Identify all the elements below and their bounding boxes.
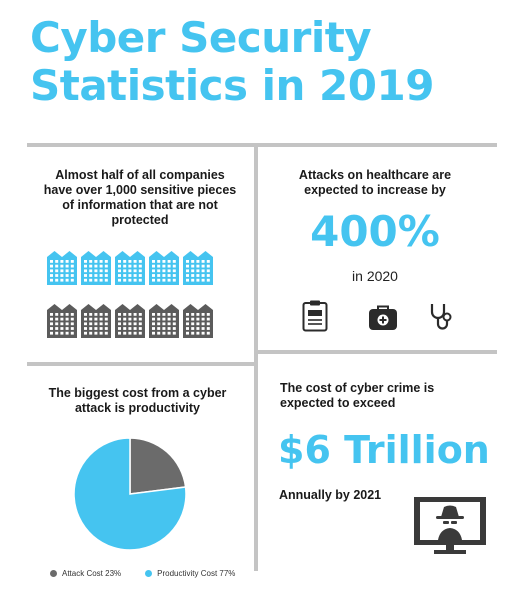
vertical-divider — [254, 147, 258, 571]
title-line-1: Cyber Security — [30, 13, 372, 62]
cybercrime-stat: $6 Trillion — [278, 428, 490, 472]
blue-building-icon — [47, 251, 77, 285]
pie-slice-productivity-cost — [73, 437, 187, 551]
legend-dot-attack — [50, 570, 57, 577]
companies-text: Almost half of all companies have over 1… — [43, 168, 237, 227]
cybercrime-subtext: Annually by 2021 — [279, 488, 382, 502]
page-title: Cyber Security Statistics in 2019 — [30, 14, 434, 110]
right-middle-divider — [258, 350, 497, 354]
healthcare-subtext: in 2020 — [352, 268, 398, 284]
healthcare-text: Attacks on healthcare are expected to in… — [298, 168, 452, 197]
cybercrime-text: The cost of cyber crime is expected to e… — [280, 381, 435, 410]
blue-building-icon — [149, 251, 179, 285]
hacker-monitor-icon — [414, 497, 486, 554]
gray-building-icon — [149, 304, 179, 338]
legend-dot-productivity — [145, 570, 153, 577]
productivity-text: The biggest cost from a cyber attack is … — [48, 386, 227, 415]
clipboard-icon — [302, 300, 328, 332]
pie-slice-attack-cost — [129, 437, 187, 495]
blue-building-icon — [183, 251, 213, 285]
stethoscope-icon — [430, 304, 452, 330]
medical-kit-icon — [369, 305, 397, 330]
gray-building-icon — [47, 304, 77, 338]
healthcare-stat: 400% — [310, 207, 440, 256]
pie-legend: Attack Cost 23% Productivity Cost 77% — [50, 569, 235, 578]
legend-label-attack: Attack Cost 23% — [62, 569, 122, 578]
top-divider — [27, 143, 497, 147]
pie-chart — [73, 437, 187, 551]
title-line-2: Statistics in 2019 — [30, 61, 434, 110]
blue-building-icon — [115, 251, 145, 285]
blue-building-icon — [81, 251, 111, 285]
left-middle-divider — [27, 362, 254, 366]
building-grid — [47, 251, 217, 339]
gray-building-icon — [81, 304, 111, 338]
gray-building-icon — [183, 304, 213, 338]
gray-building-icon — [115, 304, 145, 338]
legend-label-productivity: Productivity Cost 77% — [157, 569, 236, 578]
